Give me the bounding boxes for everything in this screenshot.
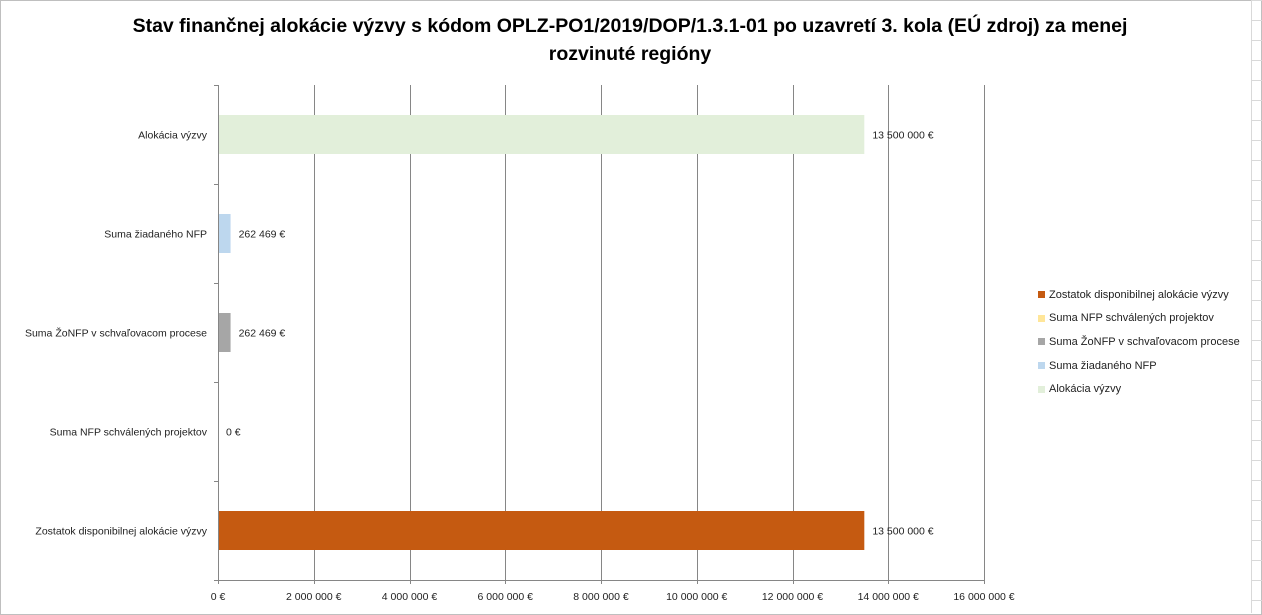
bar (219, 115, 865, 154)
category-label: Suma žiadaného NFP (104, 229, 207, 241)
legend-item: Zostatok disponibilnej alokácie výzvy (1038, 283, 1260, 307)
bar (219, 214, 231, 253)
legend-label: Zostatok disponibilnej alokácie výzvy (1049, 288, 1229, 301)
x-tick-label: 2 000 000 € (286, 591, 342, 603)
legend-label: Suma žiadaného NFP (1049, 359, 1157, 372)
x-tick-label: 14 000 000 € (858, 591, 919, 603)
legend-swatch (1038, 314, 1045, 322)
legend-item: Suma žiadaného NFP (1038, 354, 1260, 378)
data-label: 0 € (226, 427, 241, 439)
legend-swatch (1038, 291, 1045, 299)
category-label: Alokácia výzvy (138, 130, 208, 142)
category-label: Suma NFP schválených projektov (50, 427, 208, 439)
data-label: 262 469 € (239, 328, 286, 340)
legend-swatch (1038, 338, 1045, 346)
data-label: 13 500 000 € (872, 130, 933, 142)
data-label: 262 469 € (239, 229, 286, 241)
data-label: 13 500 000 € (872, 526, 933, 538)
x-tick-label: 16 000 000 € (953, 591, 1014, 603)
legend-label: Suma ŽoNFP v schvaľovacom procese (1049, 335, 1240, 348)
legend-swatch (1038, 385, 1045, 393)
legend-label: Alokácia výzvy (1049, 383, 1122, 396)
legend-label: Suma NFP schválených projektov (1049, 312, 1214, 325)
x-tick-label: 6 000 000 € (478, 591, 534, 603)
x-tick-label: 4 000 000 € (382, 591, 438, 603)
x-tick-label: 0 € (211, 591, 226, 603)
legend-item: Suma NFP schválených projektov (1038, 307, 1260, 331)
legend-swatch (1038, 362, 1045, 370)
x-tick-label: 8 000 000 € (573, 591, 629, 603)
bar (219, 313, 231, 352)
chart-legend: Zostatok disponibilnej alokácie výzvy Sum… (1038, 283, 1260, 401)
category-label: Zostatok disponibilnej alokácie výzvy (35, 526, 207, 538)
bar (219, 511, 865, 550)
legend-item: Alokácia výzvy (1038, 377, 1260, 401)
x-tick-label: 10 000 000 € (666, 591, 727, 603)
chart-title: Stav finančnej alokácie výzvy s kódom OP… (132, 15, 1128, 65)
legend-item: Suma ŽoNFP v schvaľovacom procese (1038, 330, 1260, 354)
x-tick-label: 12 000 000 € (762, 591, 823, 603)
category-label: Suma ŽoNFP v schvaľovacom procese (25, 327, 207, 340)
spreadsheet-gridlines (1251, 0, 1262, 613)
